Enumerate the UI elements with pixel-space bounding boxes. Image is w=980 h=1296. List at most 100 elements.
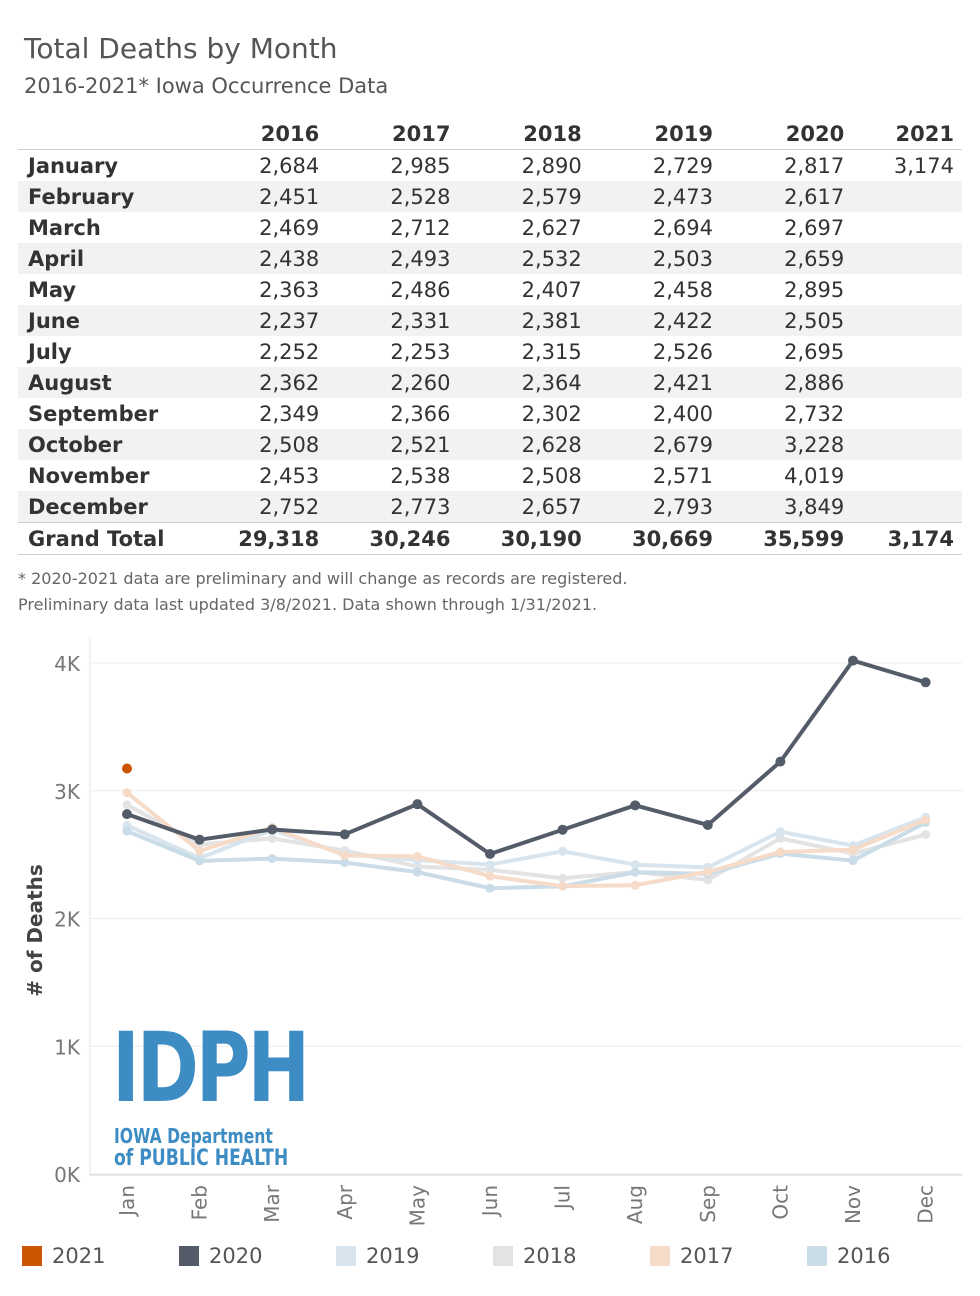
data-point-2017 [630, 880, 640, 890]
data-point-2016 [412, 867, 422, 877]
month-label: May [28, 277, 77, 302]
data-point-2018 [122, 800, 132, 810]
data-point-2020 [412, 799, 423, 810]
table-row: April 2,438 2,493 2,532 2,503 2,659 [18, 243, 962, 274]
table-cell: 2,486 [390, 277, 451, 302]
data-point-2020 [630, 800, 641, 811]
month-label: November [28, 463, 150, 488]
legend-item: 2018 [493, 1244, 650, 1268]
data-point-2017 [195, 846, 205, 856]
table-cell: 2,508 [259, 432, 320, 457]
month-label: June [28, 308, 80, 333]
legend-swatch [650, 1246, 670, 1266]
table-row: December 2,752 2,773 2,657 2,793 3,849 [18, 491, 962, 523]
table-row: October 2,508 2,521 2,628 2,679 3,228 [18, 429, 962, 460]
table-cell: 2,712 [390, 215, 451, 240]
data-point-2020 [122, 809, 132, 820]
table-cell: 3,228 [784, 432, 845, 457]
grand-total-row: Grand Total 29,318 30,246 30,190 30,669 … [18, 522, 962, 555]
table-row: November 2,453 2,538 2,508 2,571 4,019 [18, 460, 962, 491]
x-tick-label: May [405, 1185, 429, 1227]
table-cell: 3,849 [784, 494, 845, 519]
table-cell: 2,684 [259, 153, 320, 178]
data-point-2017 [775, 847, 785, 857]
legend-label: 2020 [209, 1244, 263, 1268]
month-label: September [28, 401, 159, 426]
x-tick-label: Jan [115, 1185, 139, 1218]
legend-swatch [807, 1246, 827, 1266]
table-cell: 2,407 [521, 277, 582, 302]
y-tick-label: 3K [54, 780, 81, 804]
table-cell [852, 429, 962, 460]
table-cell: 2,521 [390, 432, 451, 457]
table-cell: 2,302 [521, 401, 582, 426]
table-cell [852, 181, 962, 212]
footnote-preliminary: * 2020-2021 data are preliminary and wil… [18, 569, 628, 588]
legend-swatch [22, 1246, 42, 1266]
table-cell: 2,237 [259, 308, 320, 333]
table-cell: 2,252 [259, 339, 320, 364]
table-cell: 2,349 [259, 401, 320, 426]
data-point-2017 [412, 851, 422, 861]
table-cell: 2,381 [521, 308, 582, 333]
data-point-2017 [340, 851, 350, 861]
x-tick-label: Jul [551, 1185, 575, 1211]
table-cell [852, 367, 962, 398]
month-label: March [28, 215, 101, 240]
table-cell: 2,732 [784, 401, 845, 426]
table-cell: 2,473 [652, 184, 713, 209]
table-cell: 2,773 [390, 494, 451, 519]
footnote-updated: Preliminary data last updated 3/8/2021. … [18, 595, 598, 614]
legend-label: 2018 [523, 1244, 577, 1268]
table-cell: 2,793 [652, 494, 713, 519]
x-tick-label: Nov [841, 1185, 865, 1224]
table-cell: 2,617 [784, 184, 845, 209]
table-cell: 2,315 [521, 339, 582, 364]
table-cell: 2,366 [390, 401, 451, 426]
table-cell: 2,571 [652, 463, 713, 488]
table-header-blank [18, 118, 196, 150]
y-tick-label: 4K [54, 652, 81, 676]
table-row: January 2,684 2,985 2,890 2,729 2,817 3,174 [18, 150, 962, 182]
data-point-2020 [485, 848, 495, 859]
table-cell: 2,657 [521, 494, 582, 519]
month-label: December [28, 494, 148, 519]
data-point-2020 [557, 824, 568, 835]
table-cell: 2,400 [652, 401, 713, 426]
grand-total-cell: 35,599 [763, 526, 845, 551]
table-cell: 2,458 [652, 277, 713, 302]
table-cell: 2,752 [259, 494, 320, 519]
legend-swatch [179, 1246, 199, 1266]
data-point-2020 [267, 824, 278, 835]
x-tick-label: Feb [188, 1185, 212, 1220]
table-cell: 2,679 [652, 432, 713, 457]
column-header: 2021 [895, 121, 954, 146]
grand-total-cell: 30,190 [500, 526, 582, 551]
data-point-2019 [485, 860, 495, 870]
table-cell [852, 460, 962, 491]
deaths-table: 2016 2017 2018 2019 2020 2021 January 2,6… [18, 118, 962, 555]
data-point-2016 [122, 826, 132, 836]
table-row: May 2,363 2,486 2,407 2,458 2,895 [18, 274, 962, 305]
legend-label: 2019 [366, 1244, 420, 1268]
data-point-2021 [122, 763, 132, 774]
data-point-2016 [340, 858, 350, 868]
table-cell: 2,526 [652, 339, 713, 364]
legend-label: 2017 [680, 1244, 734, 1268]
data-point-2019 [558, 846, 568, 856]
table-cell: 2,694 [652, 215, 713, 240]
data-point-2020 [702, 819, 713, 830]
month-label: February [28, 184, 135, 209]
table-row: February 2,451 2,528 2,579 2,473 2,617 [18, 181, 962, 212]
data-point-2016 [195, 856, 205, 866]
series-line-2016 [125, 820, 928, 891]
x-tick-label: Apr [333, 1184, 357, 1219]
table-row: July 2,252 2,253 2,315 2,526 2,695 [18, 336, 962, 367]
table-cell: 2,579 [521, 184, 582, 209]
month-label: April [28, 246, 85, 271]
table-cell: 2,422 [652, 308, 713, 333]
grand-total-cell: 3,174 [887, 526, 954, 551]
table-row: June 2,237 2,331 2,381 2,422 2,505 [18, 305, 962, 336]
table-cell: 2,505 [784, 308, 845, 333]
table-cell [852, 212, 962, 243]
